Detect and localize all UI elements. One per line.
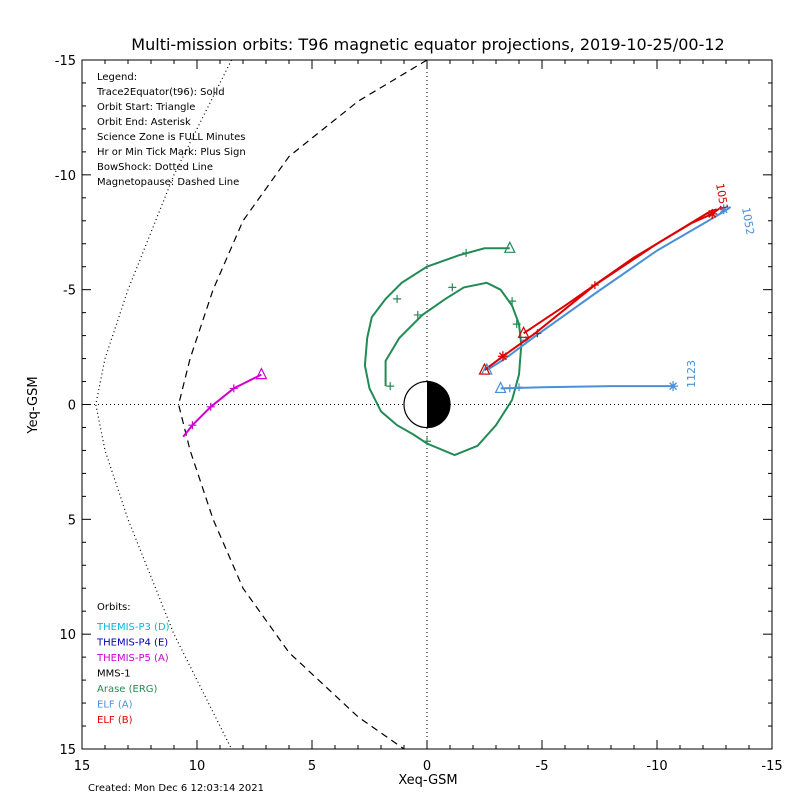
x-tick-label: -15	[761, 759, 782, 774]
legend-line: Magnetopause: Dashed Line	[97, 177, 239, 188]
x-tick-label: 15	[74, 759, 91, 774]
tick-mark	[505, 384, 514, 393]
chart-title: Multi-mission orbits: T96 magnetic equat…	[131, 35, 724, 54]
y-tick-label: -15	[55, 54, 76, 69]
x-tick-label: 10	[189, 759, 206, 774]
tick-mark	[229, 384, 238, 393]
elfb-top-time-label: 1051	[713, 182, 731, 212]
axis-ticks: 15 10 5 0 -5 -10 -15 -15 -10 -5 0 5 10 15	[55, 54, 783, 774]
start-triangle	[478, 362, 491, 375]
orbits-title: Orbits:	[97, 602, 131, 613]
earth-nightside	[427, 381, 450, 428]
y-tick-label: 0	[68, 399, 76, 414]
start-triangle	[494, 381, 507, 394]
tick-mark	[206, 402, 215, 411]
legend-line: BowShock: Dotted Line	[97, 162, 213, 173]
tick-mark	[393, 294, 402, 303]
legend-line: Hr or Min Tick Mark: Plus Sign	[97, 147, 246, 158]
created-timestamp: Created: Mon Dec 6 12:03:14 2021	[88, 783, 264, 794]
orbit-legend-entry: THEMIS-P4 (E)	[96, 638, 168, 649]
x-tick-label: -10	[646, 759, 667, 774]
y-tick-label: 5	[68, 513, 76, 528]
orbit-legend-entry: Arase (ERG)	[97, 684, 158, 695]
orbit-curves	[82, 59, 772, 750]
end-asterisk	[497, 351, 508, 362]
tick-mark	[508, 297, 517, 306]
start-triangle	[255, 367, 268, 380]
y-tick-label: -5	[63, 284, 76, 299]
orbit-legend-entry: THEMIS-P3 (D)	[96, 622, 170, 633]
y-tick-label: 10	[59, 628, 76, 643]
x-tick-label: 5	[308, 759, 316, 774]
tick-mark	[188, 421, 197, 430]
orbits-legend: Orbits: THEMIS-P3 (D) THEMIS-P4 (E) THEMIS-…	[96, 602, 170, 726]
orbit-legend-entry: ELF (B)	[97, 715, 133, 726]
orbit-legend-entry: THEMIS-P5 (A)	[96, 653, 169, 664]
tick-mark	[413, 310, 422, 319]
x-axis-label: Xeq-GSM	[398, 773, 457, 788]
end-asterisk	[707, 208, 718, 219]
orbit-line	[363, 247, 523, 457]
orbit-legend-entry: ELF (A)	[97, 700, 133, 711]
legend-line: Orbit Start: Triangle	[97, 102, 195, 113]
tick-mark	[462, 248, 471, 257]
tick-mark	[533, 329, 542, 338]
y-tick-label: 15	[59, 743, 76, 758]
legend-line: Legend:	[97, 72, 137, 83]
orbit-line	[486, 206, 732, 371]
magnetopause-line	[177, 59, 428, 750]
end-asterisk	[718, 204, 729, 215]
elfa-top-time-label: 1052	[739, 206, 757, 236]
tick-mark	[423, 437, 431, 446]
tick-mark	[515, 383, 523, 392]
elfa-time-label: 1123	[685, 360, 698, 388]
end-asterisk	[668, 381, 679, 392]
legend-line: Science Zone is FULL Minutes	[97, 132, 246, 143]
legend-block: Legend: Trace2Equator(t96): Solid Orbit St…	[96, 72, 246, 188]
tick-mark	[448, 283, 457, 292]
x-tick-label: -5	[536, 759, 549, 774]
tick-mark	[512, 320, 521, 329]
y-tick-label: -10	[55, 169, 76, 184]
orbit-legend-entry: MMS-1	[97, 669, 131, 680]
x-tick-label: 0	[423, 759, 431, 774]
legend-line: Orbit End: Asterisk	[97, 117, 191, 128]
tick-mark	[386, 382, 395, 391]
start-triangle	[517, 325, 530, 338]
start-triangle	[503, 240, 516, 253]
legend-line: Trace2Equator(t96): Solid	[96, 87, 225, 98]
y-axis-label: Yeq-GSM	[26, 376, 41, 434]
